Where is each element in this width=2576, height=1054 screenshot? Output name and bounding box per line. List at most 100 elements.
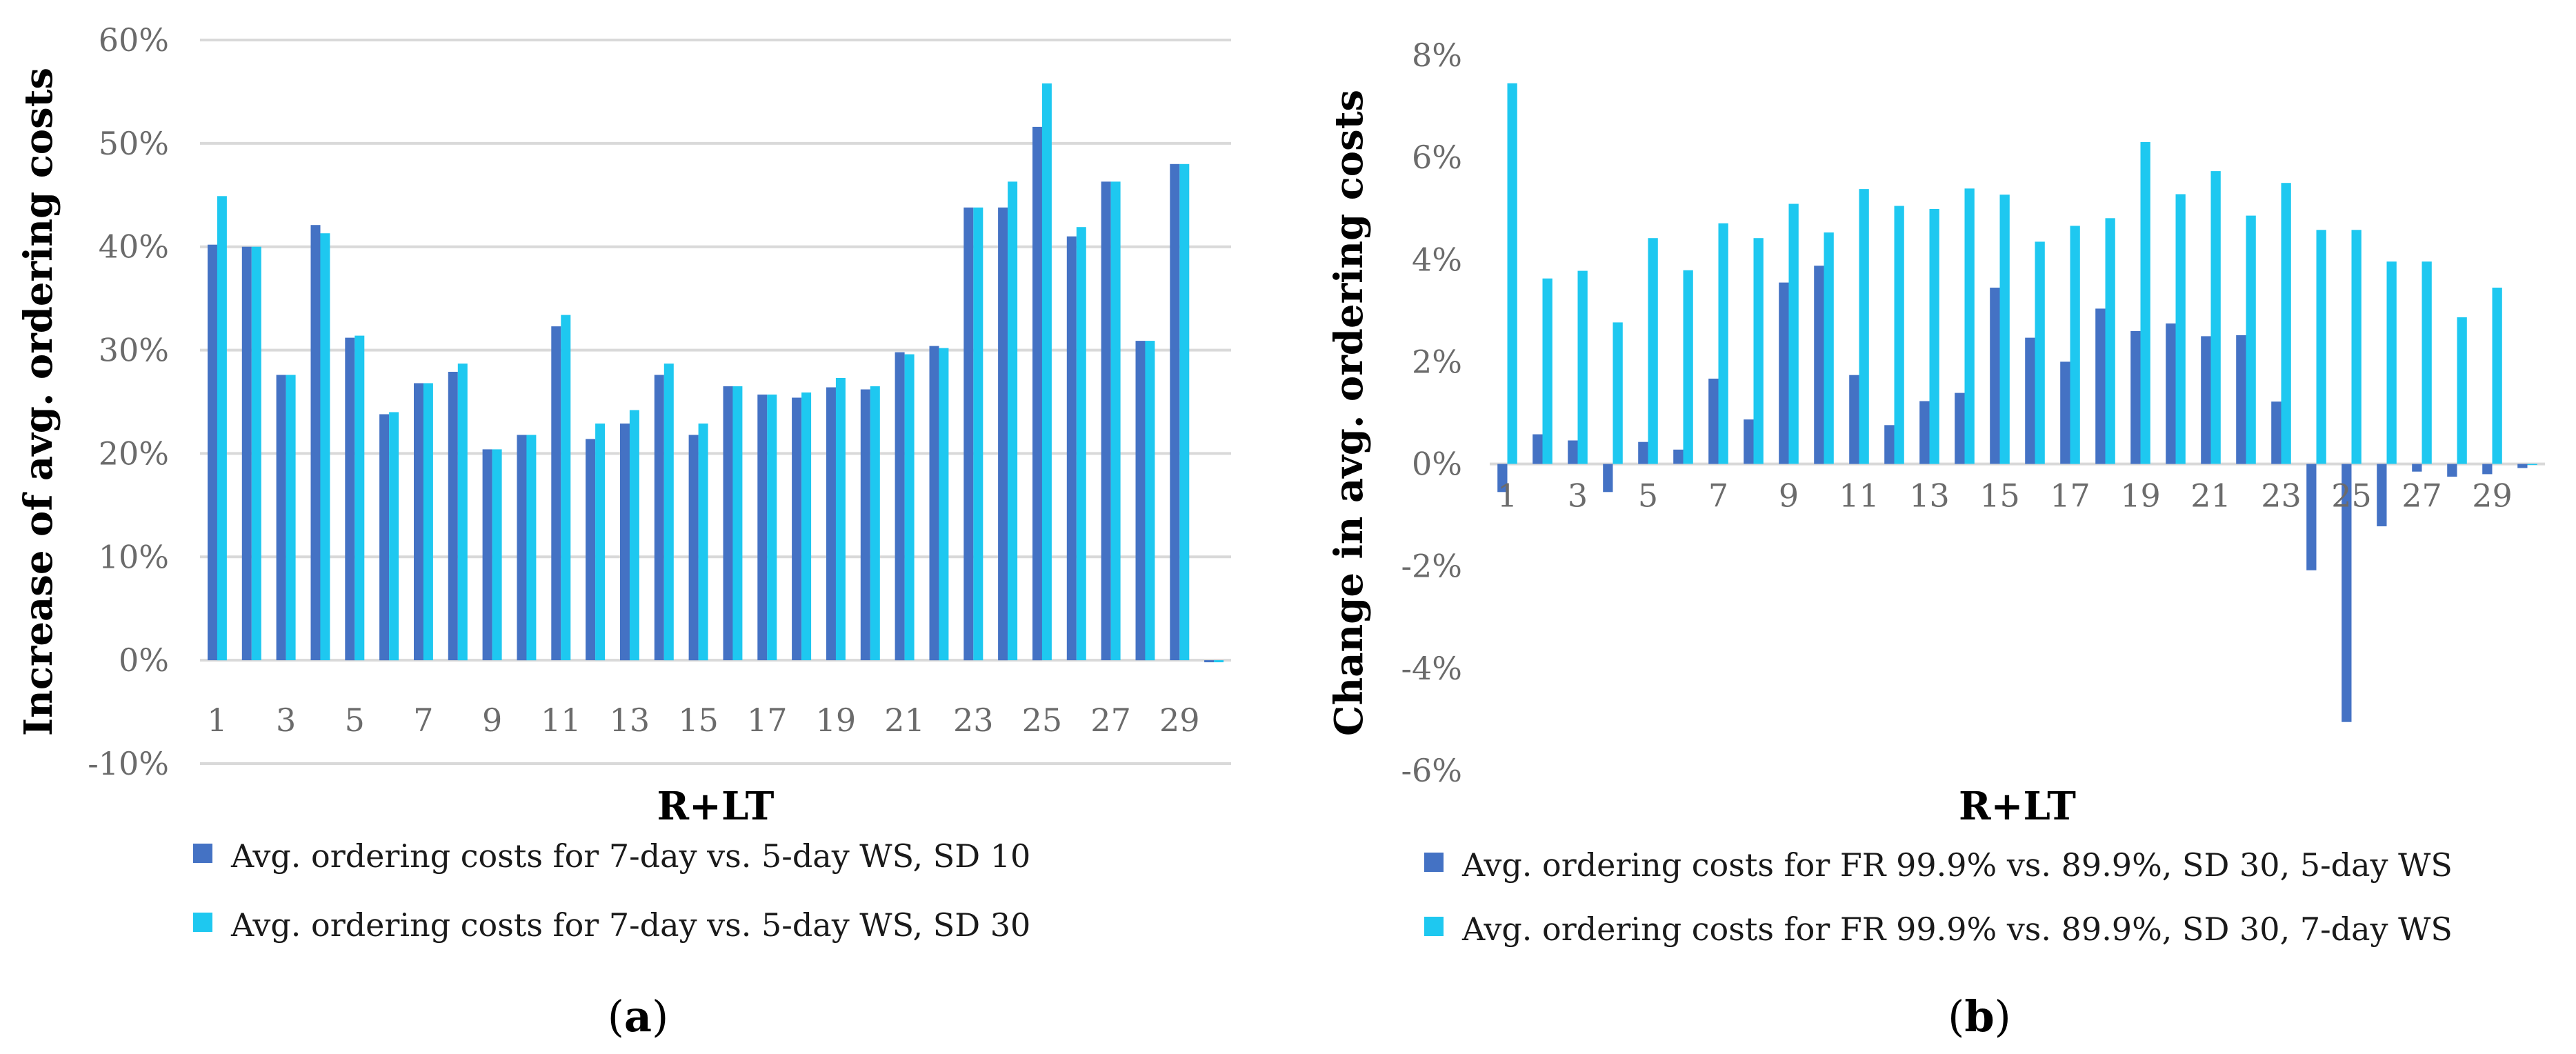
bar-series-1: [1497, 464, 1508, 493]
bar-series-2: [1179, 163, 1190, 661]
x-tick-label: 13: [1909, 477, 1950, 515]
bar-series-1: [448, 372, 458, 661]
y-tick-label: 8%: [1412, 37, 1462, 74]
bar-series-2: [2175, 194, 2186, 464]
bar-series-1: [1919, 401, 1930, 464]
bar-series-1: [2342, 464, 2352, 722]
x-tick-label: 19: [816, 702, 857, 739]
bar-series-2: [1929, 209, 1939, 464]
bar-series-2: [1577, 270, 1588, 464]
bar-series-1: [792, 397, 802, 661]
x-tick-label: 27: [1090, 702, 1131, 739]
bar-series-2: [2246, 215, 2256, 464]
bar-series-2: [698, 424, 708, 661]
x-tick-label: 15: [678, 702, 719, 739]
bar-series-1: [1532, 434, 1543, 464]
bar-series-2: [1145, 341, 1155, 661]
y-tick-label: 10%: [99, 538, 169, 575]
y-tick-label: 2%: [1412, 343, 1462, 380]
bar-series-1: [2271, 401, 2282, 464]
x-axis-title: R+LT: [1959, 784, 2076, 829]
y-tick-label: 0%: [119, 642, 169, 679]
bar-series-1: [1814, 266, 1824, 464]
bar-series-1: [1568, 440, 1578, 464]
x-tick-label: 5: [345, 702, 365, 739]
bar-series-1: [1032, 126, 1042, 661]
x-tick-label: 25: [1022, 702, 1063, 739]
bar-series-1: [1170, 163, 1180, 661]
bar-series-2: [629, 410, 639, 661]
bar-series-2: [1214, 660, 1224, 663]
x-tick-label: 9: [482, 702, 502, 739]
x-tick-label: 11: [1839, 477, 1879, 515]
bar-series-1: [757, 395, 768, 661]
bar-series-1: [998, 207, 1008, 661]
x-tick-label: 21: [2190, 477, 2231, 515]
bar-series-2: [1648, 238, 1658, 464]
x-tick-label: 1: [1497, 477, 1517, 515]
bar-series-2: [423, 383, 433, 661]
bar-series-1: [1101, 181, 1111, 661]
bar-series-2: [1008, 181, 1018, 661]
y-tick-label: 6%: [1412, 139, 1462, 176]
bar-series-1: [723, 386, 733, 661]
bar-series-2: [1753, 238, 1764, 464]
bar-series-2: [939, 348, 949, 661]
bar-series-1: [2306, 464, 2317, 570]
bar-series-2: [2386, 261, 2397, 464]
x-tick-label: 3: [276, 702, 296, 739]
bar-series-1: [310, 225, 321, 661]
y-tick-label: 4%: [1412, 241, 1462, 278]
bar-series-1: [208, 244, 217, 661]
bar-series-1: [963, 207, 974, 661]
legend-swatch-1: [1424, 853, 1444, 872]
bar-series-1: [2095, 308, 2106, 464]
bar-series-1: [2025, 337, 2035, 464]
bar-series-2: [217, 196, 227, 661]
bar-series-1: [482, 449, 492, 661]
bar-series-2: [1542, 278, 1552, 464]
bar-series-1: [1135, 341, 1146, 661]
x-tick-label: 19: [2120, 477, 2161, 515]
bar-series-2: [1076, 227, 1086, 661]
y-tick-label: 30%: [99, 332, 169, 369]
bar-series-1: [2482, 464, 2493, 475]
bar-series-2: [1999, 195, 2010, 464]
bar-series-2: [1964, 188, 1975, 464]
bar-series-2: [2316, 230, 2326, 464]
y-tick-label: -4%: [1401, 650, 1462, 687]
x-tick-label: 15: [1979, 477, 2020, 515]
bar-series-2: [835, 378, 846, 661]
bar-series-1: [1955, 392, 1965, 464]
bar-series-2: [2457, 317, 2467, 464]
bar-series-2: [904, 354, 915, 661]
bar-series-1: [1638, 441, 1648, 464]
x-tick-label: 11: [541, 702, 581, 739]
legend-label-1: Avg. ordering costs for FR 99.9% vs. 89.…: [1461, 846, 2453, 884]
bar-series-1: [1673, 449, 1684, 464]
bar-series-1: [1603, 464, 1613, 493]
bar-series-1: [1204, 660, 1215, 663]
bar-series-2: [286, 375, 296, 661]
bar-series-1: [2060, 361, 2070, 464]
y-tick-label: 60%: [99, 21, 169, 59]
legend-label-2: Avg. ordering costs for FR 99.9% vs. 89.…: [1461, 911, 2453, 948]
panel-label: (b): [1948, 991, 2011, 1042]
x-tick-label: 29: [2472, 477, 2513, 515]
bar-series-1: [2412, 464, 2422, 472]
bar-series-1: [1849, 375, 1859, 464]
y-axis-title: Increase of avg. ordering costs: [16, 68, 61, 736]
bar-series-1: [2517, 464, 2528, 468]
panel-a-chart: -10%0%10%20%30%40%50%60%1 3 5 7 9 11 13 15 17 19 2…: [16, 21, 1231, 1042]
x-tick-label: 7: [1708, 477, 1728, 515]
bar-series-1: [2377, 464, 2387, 526]
bar-series-2: [561, 315, 571, 661]
bar-series-1: [688, 435, 699, 661]
x-tick-label: 7: [413, 702, 433, 739]
bar-series-2: [389, 412, 399, 661]
bar-series-2: [1788, 203, 1799, 464]
x-tick-label: 29: [1159, 702, 1200, 739]
bar-series-1: [895, 352, 905, 661]
bar-series-2: [2035, 241, 2045, 464]
